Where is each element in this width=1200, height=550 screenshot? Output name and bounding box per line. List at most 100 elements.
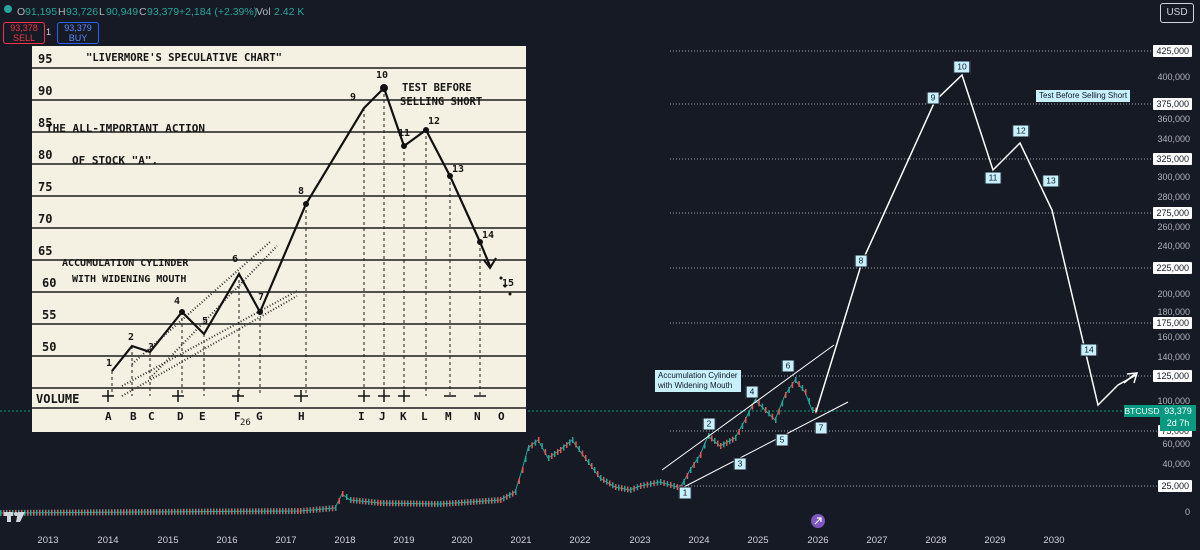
candle	[108, 509, 110, 516]
candle	[627, 486, 629, 493]
candle	[452, 500, 454, 507]
sell-price: 93,378	[10, 23, 38, 33]
candle	[615, 484, 617, 490]
paper-level-label: 60	[42, 276, 57, 290]
candle	[312, 506, 315, 513]
livermore-sketch	[32, 67, 526, 409]
candle	[479, 498, 481, 505]
candle	[588, 459, 590, 465]
wave-label-11: 11	[984, 171, 1002, 185]
candle	[805, 389, 807, 395]
candle	[150, 509, 152, 515]
time-tick-label: 2027	[866, 535, 888, 546]
candle	[96, 509, 98, 516]
high-label: H	[58, 6, 66, 18]
candle	[422, 500, 424, 507]
candle	[322, 506, 324, 513]
candle	[282, 508, 284, 515]
price-tick-label: 260,000	[1157, 222, 1190, 232]
candle	[557, 449, 559, 455]
candle	[331, 505, 334, 512]
candle	[624, 485, 626, 492]
candle	[87, 509, 89, 516]
paper-letter-label: N	[474, 410, 481, 423]
price-tick-label: 325,000	[1153, 153, 1192, 165]
time-tick-label: 2016	[216, 535, 238, 546]
candle	[105, 509, 107, 516]
time-tick-label: 2030	[1043, 535, 1065, 546]
candle	[380, 500, 382, 506]
candle	[389, 500, 391, 507]
candle	[189, 508, 191, 515]
price-tick-label: 225,000	[1153, 262, 1192, 274]
candle	[297, 508, 299, 515]
change-value: +2,184 (+2.39%)	[179, 6, 258, 18]
candle	[171, 508, 173, 515]
arrow-head-icon	[1126, 372, 1139, 384]
paper-letter-label: C	[148, 410, 155, 423]
candle	[325, 505, 327, 512]
candle	[650, 481, 652, 487]
quantity-value[interactable]: 1	[46, 27, 52, 37]
paper-volume-label: VOLUME	[36, 392, 80, 406]
candle	[795, 377, 797, 383]
price-tick-label: 360,000	[1157, 114, 1190, 124]
currency-selector[interactable]: USD	[1160, 3, 1194, 23]
candle	[455, 500, 457, 506]
candle	[410, 500, 412, 507]
candle	[51, 509, 53, 516]
bar-countdown: 2d 7h	[1166, 418, 1190, 428]
time-tick-label: 2019	[393, 535, 415, 546]
candle	[231, 508, 233, 515]
time-tick-label: 2029	[984, 535, 1006, 546]
buy-button[interactable]: 93,379 BUY	[57, 22, 99, 44]
candle	[255, 508, 257, 515]
tradingview-logo-icon[interactable]	[4, 512, 25, 522]
candle	[78, 509, 80, 516]
candle	[309, 507, 312, 514]
candle	[114, 509, 116, 516]
candle	[279, 508, 281, 515]
paper-letter-label: E	[199, 410, 206, 423]
cylinder-annotation[interactable]: Accumulation Cylinder with Widening Mout…	[655, 370, 741, 392]
candle	[240, 508, 242, 515]
time-tick-label: 2025	[747, 535, 769, 546]
candle	[551, 453, 553, 459]
candle	[306, 507, 308, 514]
sell-button[interactable]: 93,378 SELL	[3, 22, 45, 44]
time-tick-label: 2023	[629, 535, 651, 546]
candle	[377, 499, 379, 506]
candle	[609, 480, 611, 487]
candle	[554, 451, 556, 457]
close-label: C	[139, 6, 147, 18]
wave-label-13: 13	[1042, 174, 1060, 188]
candle	[36, 509, 38, 516]
candle	[569, 439, 571, 446]
candle	[81, 509, 83, 516]
wave-label-8: 8	[854, 254, 868, 268]
market-status-icon	[4, 5, 12, 13]
candle	[788, 387, 790, 393]
channel-lower-line[interactable]	[679, 401, 849, 490]
candle	[204, 508, 206, 515]
channel-upper-line[interactable]	[661, 344, 835, 471]
candle	[90, 509, 92, 516]
candle	[57, 509, 59, 516]
candle	[494, 497, 496, 504]
candle	[528, 445, 530, 451]
candle	[506, 493, 508, 500]
candle	[225, 508, 227, 515]
paper-letter-label: J	[379, 410, 386, 423]
candle	[237, 508, 239, 515]
candle	[159, 508, 161, 515]
ohlc-legend: O 91,195 H 93,726 L 90,949 C 93,379 +2,1…	[0, 0, 1150, 22]
candle	[177, 508, 179, 515]
test-annotation[interactable]: Test Before Selling Short	[1036, 90, 1131, 102]
candle	[683, 479, 685, 485]
candle	[315, 506, 318, 513]
time-tick-label: 2015	[157, 535, 179, 546]
candle	[491, 497, 493, 504]
projection-path[interactable]	[815, 73, 1137, 413]
paper-point-number: 7	[258, 292, 265, 303]
